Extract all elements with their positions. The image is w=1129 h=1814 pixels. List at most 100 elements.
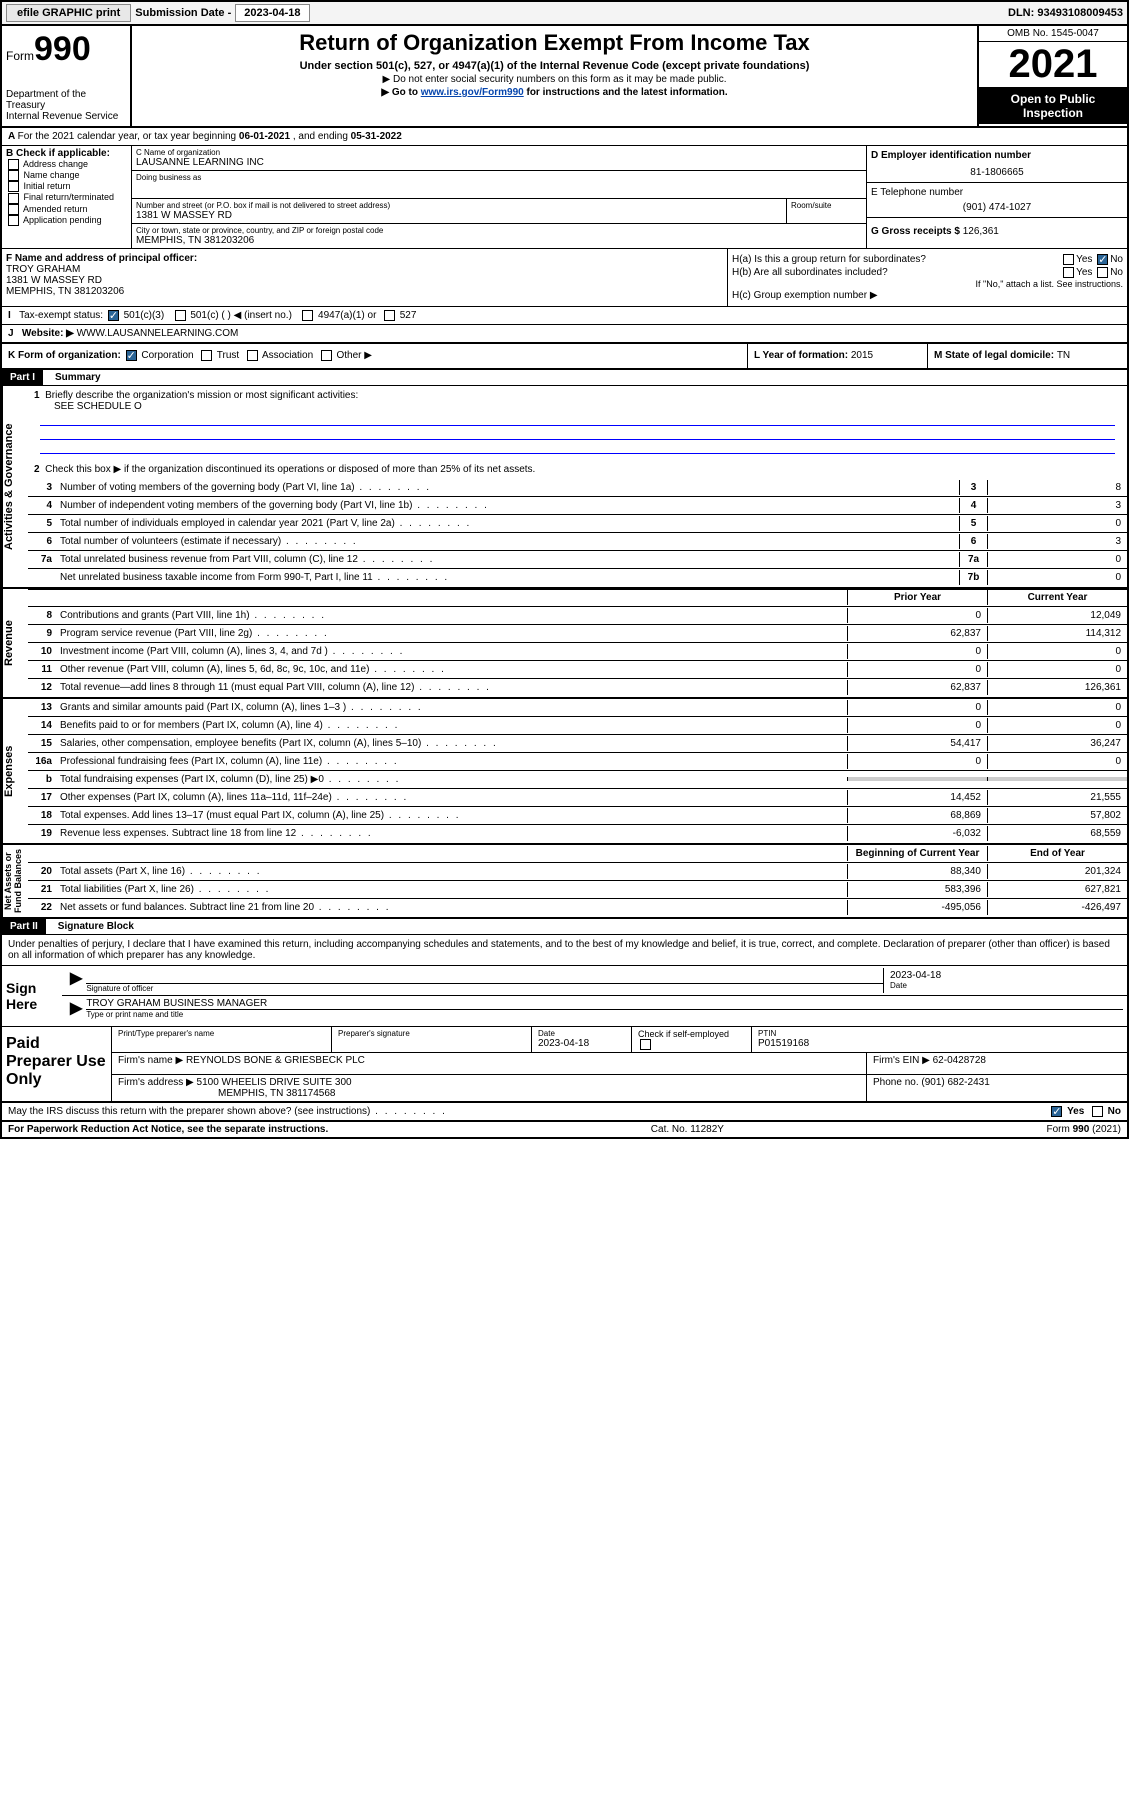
open-inspection: Open to Public Inspection (979, 88, 1127, 124)
a-begin: 06-01-2021 (239, 131, 290, 142)
k-other: Other ▶ (336, 351, 371, 362)
summary-line: 20Total assets (Part X, line 16)88,34020… (28, 863, 1127, 881)
state-domicile: TN (1057, 350, 1070, 361)
summary-line: 9Program service revenue (Part VIII, lin… (28, 625, 1127, 643)
efile-print-button[interactable]: efile GRAPHIC print (6, 4, 131, 22)
section-h: H(a) Is this a group return for subordin… (727, 249, 1127, 306)
mission-value: SEE SCHEDULE O (34, 401, 142, 412)
irs-link[interactable]: www.irs.gov/Form990 (421, 87, 524, 98)
org-address: 1381 W MASSEY RD (136, 210, 782, 221)
footer-right: Form 990 (2021) (1047, 1124, 1121, 1135)
tax-year: 2021 (979, 42, 1127, 88)
footer-center: Cat. No. 11282Y (651, 1124, 724, 1135)
org-name: LAUSANNE LEARNING INC (136, 157, 862, 168)
summary-line: 18Total expenses. Add lines 13–17 (must … (28, 807, 1127, 825)
check-other[interactable] (321, 350, 332, 361)
tab-net-assets: Net Assets or Fund Balances (2, 845, 28, 917)
ha-label: H(a) Is this a group return for subordin… (732, 254, 926, 265)
sig-date: 2023-04-18 (890, 970, 1117, 981)
prep-date: 2023-04-18 (538, 1038, 625, 1049)
col-prior-year: Prior Year (847, 590, 987, 605)
col-end: End of Year (987, 846, 1127, 861)
submission-date: 2023-04-18 (235, 4, 309, 22)
col-beginning: Beginning of Current Year (847, 846, 987, 861)
summary-line: 16aProfessional fundraising fees (Part I… (28, 753, 1127, 771)
check-corporation[interactable] (126, 350, 137, 361)
check-amended[interactable]: Amended return (6, 204, 127, 215)
firm-addr2: MEMPHIS, TN 381174568 (118, 1088, 335, 1099)
section-l: L Year of formation: 2015 (747, 344, 927, 367)
hb-label: H(b) Are all subordinates included? (732, 267, 888, 278)
check-501c3[interactable] (108, 310, 119, 321)
footer: For Paperwork Reduction Act Notice, see … (2, 1122, 1127, 1137)
note-link: ▶ Go to www.irs.gov/Form990 for instruct… (138, 87, 971, 98)
summary-line: 21Total liabilities (Part X, line 26)583… (28, 881, 1127, 899)
prep-sig-label: Preparer's signature (338, 1029, 525, 1038)
a-mid: , and ending (290, 131, 351, 142)
b-label: B Check if applicable: (6, 148, 127, 159)
form-subtitle: Under section 501(c), 527, or 4947(a)(1)… (138, 60, 971, 72)
part2-title: Signature Block (46, 919, 146, 934)
addr-label: Number and street (or P.O. box if mail i… (136, 201, 782, 210)
ha-yes[interactable]: Yes (1076, 254, 1092, 265)
row-i: I Tax-exempt status: 501(c)(3) 501(c) ( … (2, 307, 1127, 325)
hb-note: If "No," attach a list. See instructions… (732, 279, 1123, 289)
footer-left: For Paperwork Reduction Act Notice, see … (8, 1124, 328, 1135)
form-number-block: Form990 Department of the Treasury Inter… (2, 26, 132, 126)
a-end: 05-31-2022 (351, 131, 402, 142)
hb-no[interactable]: No (1110, 267, 1123, 278)
check-501c[interactable] (175, 310, 186, 321)
check-initial-return[interactable]: Initial return (6, 181, 127, 192)
check-trust[interactable] (201, 350, 212, 361)
col-current-year: Current Year (987, 590, 1127, 605)
e-label: E Telephone number (871, 187, 1123, 198)
check-4947[interactable] (302, 310, 313, 321)
d-label: D Employer identification number (871, 150, 1123, 161)
k-corp: Corporation (141, 351, 193, 362)
summary-line: 4Number of independent voting members of… (28, 497, 1127, 515)
gross-receipts: 126,361 (963, 226, 999, 237)
section-b: B Check if applicable: Address change Na… (2, 146, 132, 248)
signature-declaration: Under penalties of perjury, I declare th… (2, 935, 1127, 966)
k-assoc: Association (262, 351, 313, 362)
ptin-label: PTIN (758, 1029, 1121, 1038)
note-ssn: ▶ Do not enter social security numbers o… (138, 74, 971, 85)
discuss-row: May the IRS discuss this return with the… (2, 1103, 1127, 1122)
summary-line: 3Number of voting members of the governi… (28, 479, 1127, 497)
check-association[interactable] (247, 350, 258, 361)
check-self-employed[interactable] (640, 1039, 651, 1050)
self-employed-label: Check if self-employed (638, 1029, 729, 1039)
hb-yes[interactable]: Yes (1076, 267, 1092, 278)
room-label: Room/suite (786, 199, 866, 223)
check-app-pending[interactable]: Application pending (6, 215, 127, 226)
officer-addr2: MEMPHIS, TN 381203206 (6, 286, 723, 297)
firm-phone-label: Phone no. (873, 1077, 921, 1088)
firm-ein-label: Firm's EIN ▶ (873, 1055, 930, 1066)
c-name-label: C Name of organization (136, 148, 862, 157)
paid-label: Paid Preparer Use Only (2, 1027, 112, 1101)
summary-line: 13Grants and similar amounts paid (Part … (28, 699, 1127, 717)
summary-line: 14Benefits paid to or for members (Part … (28, 717, 1127, 735)
ha-no[interactable]: No (1110, 254, 1123, 265)
phone-value: (901) 474-1027 (871, 198, 1123, 213)
summary-line: 6Total number of volunteers (estimate if… (28, 533, 1127, 551)
check-final-return[interactable]: Final return/terminated (6, 192, 127, 203)
prep-date-label: Date (538, 1029, 625, 1038)
row-fh: F Name and address of principal officer:… (2, 249, 1127, 307)
check-address-change[interactable]: Address change (6, 159, 127, 170)
i-501c: 501(c) ( ) ◀ (insert no.) (190, 310, 292, 321)
org-city: MEMPHIS, TN 381203206 (136, 235, 862, 246)
summary-line: 5Total number of individuals employed in… (28, 515, 1127, 533)
dln: DLN: 93493108009453 (1008, 7, 1123, 19)
dba-label: Doing business as (136, 173, 862, 182)
summary-expenses: Expenses 13Grants and similar amounts pa… (2, 699, 1127, 845)
form-header: Form990 Department of the Treasury Inter… (2, 26, 1127, 128)
check-name-change[interactable]: Name change (6, 170, 127, 181)
check-discuss-no[interactable] (1092, 1106, 1103, 1117)
sign-here-label: Sign Here (2, 966, 62, 1026)
summary-line: 19Revenue less expenses. Subtract line 1… (28, 825, 1127, 843)
sign-here-block: Sign Here ▶ Signature of officer 2023-04… (2, 966, 1127, 1027)
check-discuss-yes[interactable] (1051, 1106, 1062, 1117)
paid-preparer-block: Paid Preparer Use Only Print/Type prepar… (2, 1027, 1127, 1103)
check-527[interactable] (384, 310, 395, 321)
